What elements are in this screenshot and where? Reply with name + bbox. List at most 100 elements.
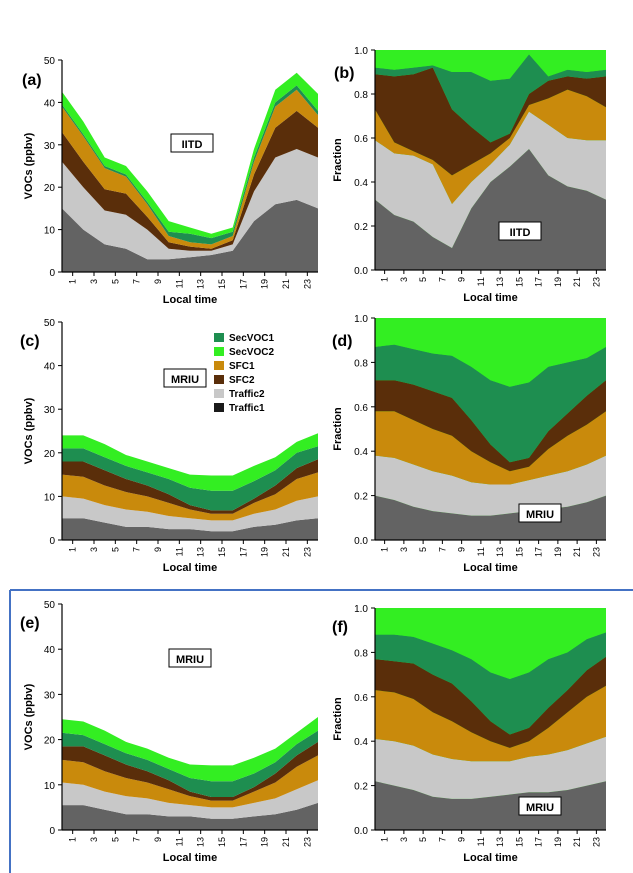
- area-sfc1: [375, 411, 606, 485]
- area-traffic2: [375, 111, 606, 248]
- area-secvoc1: [62, 730, 318, 797]
- y-tick-label: 20: [44, 736, 56, 747]
- x-tick-label: 19: [260, 279, 270, 289]
- site-label-box: [518, 503, 562, 523]
- x-tick-label: 15: [514, 547, 524, 557]
- y-tick-label: 0.4: [354, 178, 368, 189]
- area-secvoc1: [62, 446, 318, 511]
- x-tick-label: 13: [495, 547, 505, 557]
- x-tick-label: 3: [399, 547, 409, 552]
- x-tick-label: 19: [553, 547, 563, 557]
- x-tick-label: 19: [260, 547, 270, 557]
- area-secvoc2: [62, 717, 318, 782]
- x-axis-title: Local time: [163, 562, 217, 574]
- legend-label: SecVOC1: [229, 333, 274, 344]
- x-tick-label: 15: [514, 277, 524, 287]
- x-axis-title: Local time: [463, 562, 517, 574]
- x-tick-label: 17: [534, 547, 544, 557]
- x-tick-label: 5: [418, 277, 428, 282]
- site-label-box: [170, 133, 214, 153]
- x-tick-label: 21: [572, 547, 582, 557]
- y-tick-label: 20: [44, 183, 56, 194]
- x-tick-label: 17: [534, 837, 544, 847]
- legend-swatch: [214, 389, 224, 398]
- area-sfc1: [62, 89, 318, 249]
- x-tick-label: 13: [495, 277, 505, 287]
- x-tick-label: 9: [153, 279, 163, 284]
- x-tick-label: 5: [418, 547, 428, 552]
- y-tick-label: 0.4: [354, 737, 368, 748]
- x-tick-label: 3: [399, 837, 409, 842]
- area-sfc2: [375, 380, 606, 472]
- site-label: IITD: [498, 221, 542, 241]
- x-tick-label: 1: [68, 279, 78, 284]
- y-tick-label: 1.0: [354, 604, 368, 615]
- x-tick-label: 23: [302, 547, 312, 557]
- y-tick-label: 40: [44, 362, 56, 373]
- y-tick-label: 30: [44, 141, 56, 152]
- area-sfc2: [375, 656, 606, 748]
- y-tick-label: 0: [49, 268, 55, 279]
- y-tick-label: 50: [44, 56, 56, 67]
- y-tick-label: 0.8: [354, 358, 368, 369]
- site-label-text: IITD: [182, 139, 203, 151]
- x-tick-label: 19: [553, 837, 563, 847]
- y-axis-title: VOCs (ppbv): [23, 132, 35, 199]
- x-tick-label: 21: [281, 547, 291, 557]
- y-tick-label: 0.6: [354, 693, 368, 704]
- x-tick-label: 17: [238, 837, 248, 847]
- panel-label: (a): [22, 72, 42, 89]
- x-tick-label: 5: [418, 837, 428, 842]
- area-sfc1: [62, 755, 318, 808]
- y-tick-label: 20: [44, 449, 56, 460]
- x-tick-label: 17: [534, 277, 544, 287]
- x-tick-label: 21: [281, 279, 291, 289]
- x-tick-label: 5: [110, 837, 120, 842]
- x-tick-label: 21: [572, 837, 582, 847]
- y-axis-title: Fraction: [332, 697, 344, 741]
- legend-item-traffic2: Traffic2: [214, 389, 265, 400]
- site-label-text: MRIU: [171, 374, 199, 386]
- site-label: MRIU: [518, 503, 562, 523]
- area-sfc2: [62, 741, 318, 801]
- site-label: MRIU: [163, 368, 207, 388]
- x-tick-label: 15: [217, 279, 227, 289]
- x-tick-label: 7: [437, 277, 447, 282]
- area-traffic2: [62, 780, 318, 819]
- legend-swatch: [214, 333, 224, 342]
- site-label-box: [498, 221, 542, 241]
- x-tick-label: 13: [196, 547, 206, 557]
- x-tick-label: 23: [591, 547, 601, 557]
- panel-label: (c): [20, 333, 40, 350]
- y-axis-title: Fraction: [332, 138, 344, 182]
- site-label-text: MRIU: [526, 802, 554, 814]
- area-secvoc1: [375, 632, 606, 735]
- area-secvoc2: [375, 608, 606, 679]
- area-traffic1: [375, 149, 606, 270]
- y-tick-label: 10: [44, 226, 56, 237]
- x-axis-title: Local time: [163, 294, 217, 306]
- x-tick-label: 9: [153, 547, 163, 552]
- x-tick-label: 7: [132, 279, 142, 284]
- site-label: IITD: [170, 133, 214, 153]
- y-tick-label: 1.0: [354, 46, 368, 57]
- x-tick-label: 13: [196, 279, 206, 289]
- y-axis-title: Fraction: [332, 407, 344, 451]
- y-axis-title: VOCs (ppbv): [23, 397, 35, 464]
- x-tick-label: 5: [110, 547, 120, 552]
- x-tick-label: 23: [302, 837, 312, 847]
- panel-b: 0.00.20.40.60.81.01 3 5 7 9 11 13 15 17 19 21 23Loc…: [332, 46, 606, 304]
- legend-label: SFC2: [229, 375, 255, 386]
- x-tick-label: 9: [457, 547, 467, 552]
- y-tick-label: 10: [44, 492, 56, 503]
- panel-label: (b): [334, 65, 354, 82]
- y-tick-label: 0.2: [354, 782, 368, 793]
- y-tick-label: 0: [49, 826, 55, 837]
- area-secvoc2: [375, 50, 606, 81]
- y-tick-label: 0.8: [354, 648, 368, 659]
- y-tick-label: 40: [44, 98, 56, 109]
